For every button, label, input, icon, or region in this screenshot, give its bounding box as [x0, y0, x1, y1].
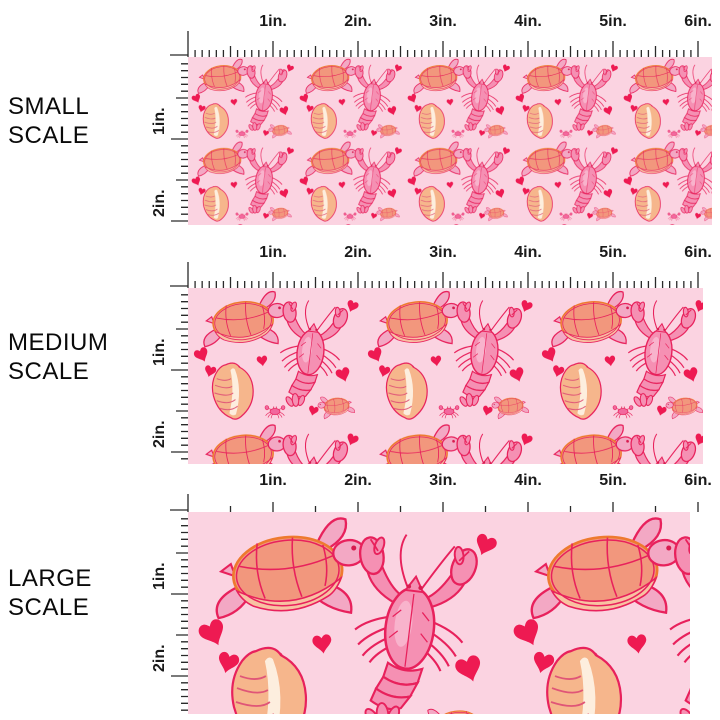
h-ruler-inch-label: 4in. — [514, 244, 542, 261]
h-ruler-inch-label: 1in. — [259, 13, 287, 30]
h-ruler-inch-label: 2in. — [344, 244, 372, 261]
h-ruler-inch-label: 1in. — [259, 244, 287, 261]
horizontal-inch-ruler: 1in. 2in. 3in. 4in. 5in. 6in. — [170, 472, 720, 512]
scale-label-line2: SCALE — [8, 358, 90, 385]
h-ruler-inch-label: 6in. — [684, 244, 712, 261]
vertical-inch-ruler: 1in. 2in. — [138, 57, 188, 225]
horizontal-inch-ruler: 1in. 2in. 3in. 4in. 5in. 6in. — [170, 13, 720, 57]
h-ruler-inch-label: 4in. — [514, 13, 542, 30]
h-ruler-inch-label: 5in. — [599, 472, 627, 489]
scale-label-line1: LARGE — [8, 565, 92, 592]
h-ruler-inch-label: 4in. — [514, 472, 542, 489]
scale-label-line1: SMALL — [8, 93, 90, 120]
horizontal-inch-ruler: 1in. 2in. 3in. 4in. 5in. 6in. — [170, 244, 720, 288]
h-ruler-inch-label: 6in. — [684, 472, 712, 489]
fabric-swatch-small-scale — [188, 57, 712, 225]
v-ruler-inch-label: 1in. — [151, 562, 168, 590]
h-ruler-inch-label: 5in. — [599, 244, 627, 261]
h-ruler-inch-label: 3in. — [429, 472, 457, 489]
scale-row-large-label: LARGE SCALE — [8, 564, 92, 622]
h-ruler-inch-label: 3in. — [429, 244, 457, 261]
v-ruler-inch-label: 1in. — [151, 338, 168, 366]
scale-label-line2: SCALE — [8, 594, 90, 621]
h-ruler-inch-label: 1in. — [259, 472, 287, 489]
h-ruler-inch-label: 3in. — [429, 13, 457, 30]
scale-row-medium-label: MEDIUM SCALE — [8, 328, 108, 386]
fabric-swatch-medium-scale — [188, 288, 703, 464]
v-ruler-inch-label: 1in. — [151, 107, 168, 135]
fabric-swatch-large-scale — [188, 512, 690, 714]
scale-label-line1: MEDIUM — [8, 329, 109, 356]
vertical-inch-ruler: 1in. 2in. — [138, 288, 188, 464]
v-ruler-inch-label: 2in. — [151, 189, 168, 217]
v-ruler-inch-label: 2in. — [151, 420, 168, 448]
scale-label-line2: SCALE — [8, 122, 90, 149]
vertical-inch-ruler: 1in. 2in. — [138, 512, 188, 714]
h-ruler-inch-label: 2in. — [344, 13, 372, 30]
h-ruler-inch-label: 2in. — [344, 472, 372, 489]
h-ruler-inch-label: 6in. — [684, 13, 712, 30]
v-ruler-inch-label: 2in. — [151, 644, 168, 672]
scale-row-small-label: SMALL SCALE — [8, 92, 89, 150]
h-ruler-inch-label: 5in. — [599, 13, 627, 30]
